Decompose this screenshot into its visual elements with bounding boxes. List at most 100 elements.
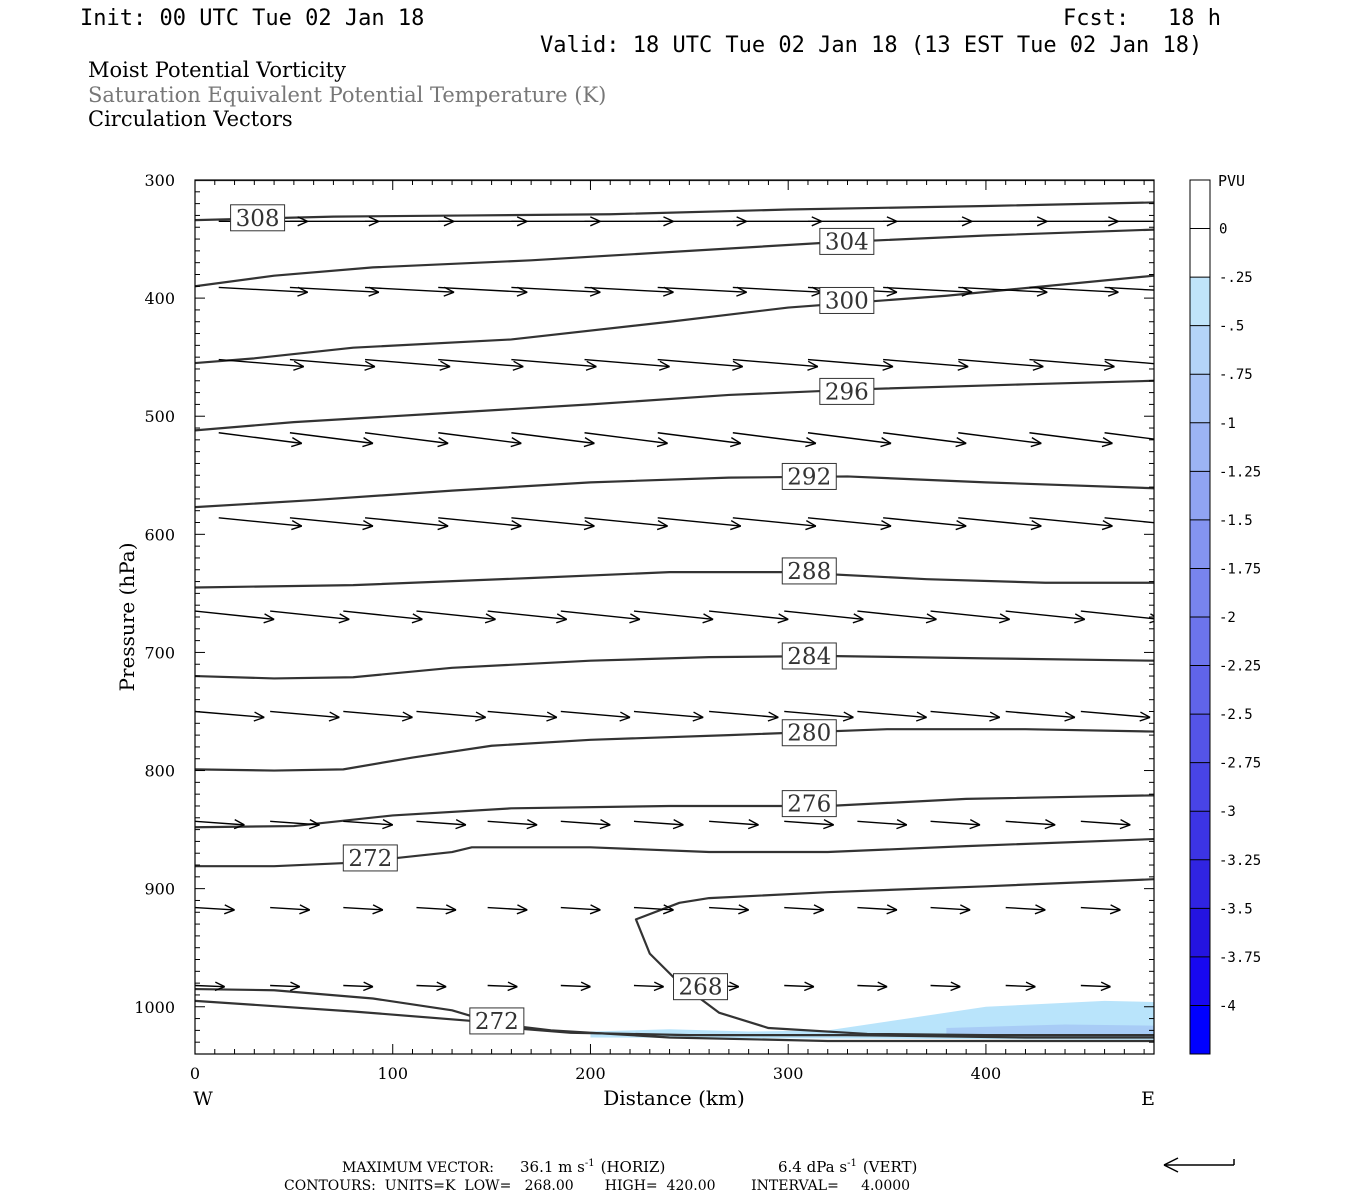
colorbar-swatch <box>1190 325 1210 375</box>
vector-arrow <box>1080 819 1131 830</box>
vector-arrow <box>1080 710 1151 722</box>
vector-arrow <box>1029 358 1115 371</box>
colorbar-label: -1.5 <box>1219 513 1253 529</box>
vector-arrow <box>195 710 265 722</box>
contour-label: 280 <box>781 719 837 747</box>
colorbar-swatch <box>1190 180 1210 230</box>
contour-label: 308 <box>230 204 286 232</box>
max-vector-vert-exponent: -1 <box>847 1158 857 1169</box>
vector-arrow <box>364 517 449 531</box>
title-mpv: Moist Potential Vorticity <box>88 58 346 82</box>
vector-arrow <box>784 819 835 830</box>
vector-arrow <box>560 981 591 992</box>
colorbar-label: -.25 <box>1219 270 1253 286</box>
vector-arrow <box>218 286 309 297</box>
vector-arrow <box>416 819 467 830</box>
vector-arrow <box>1029 517 1113 531</box>
vector-arrow <box>270 981 301 992</box>
vector-arrow <box>289 216 380 227</box>
vector-arrow <box>487 819 538 830</box>
y-tick-label: 300 <box>144 171 175 190</box>
vector-arrow <box>657 216 747 227</box>
contour-276-9 <box>195 794 1154 829</box>
valid-time: Valid: 18 UTC Tue 02 Jan 18 (13 EST Tue … <box>540 33 1202 58</box>
vector-arrow <box>930 610 1011 624</box>
vector-arrow <box>1104 358 1154 365</box>
vector-arrow <box>560 819 611 830</box>
colorbar-swatch <box>1190 908 1210 958</box>
contour-label-text: 308 <box>236 206 280 232</box>
vector-arrow <box>364 432 449 448</box>
vector-arrow <box>289 358 376 371</box>
vector-arrow <box>930 904 971 915</box>
vector-arrow <box>883 432 967 448</box>
contour-label-text: 292 <box>787 464 831 490</box>
colorbar-label: -4 <box>1219 998 1236 1014</box>
vector-arrow <box>807 432 892 448</box>
contour-268-11 <box>634 878 1154 1037</box>
max-vector-label: MAXIMUM VECTOR: <box>342 1160 494 1176</box>
vector-arrow <box>416 981 447 992</box>
contour-label: 292 <box>781 462 837 490</box>
vector-arrow <box>438 517 522 531</box>
vector-arrow <box>784 610 864 624</box>
colorbar-swatch <box>1190 228 1210 278</box>
vector-arrow <box>633 981 664 992</box>
vector-arrow <box>732 216 823 227</box>
vector-arrow <box>1005 610 1086 624</box>
colorbar-label: -2.5 <box>1219 707 1253 723</box>
vector-arrow <box>218 358 305 371</box>
vector-arrow <box>657 517 742 531</box>
contour-label: 288 <box>781 557 837 585</box>
vector-arrow <box>343 610 423 624</box>
vector-arrow <box>195 904 235 915</box>
contour-304-2 <box>195 228 1154 288</box>
contour-label-text: 300 <box>825 288 869 314</box>
max-vector-horiz-unit: (HORIZ) <box>601 1158 666 1176</box>
vector-arrow <box>560 710 631 722</box>
colorbar-swatch <box>1190 617 1210 667</box>
vector-arrow <box>195 610 275 624</box>
vector-arrow <box>709 610 789 624</box>
colorbar-swatch <box>1190 714 1210 764</box>
x-tick-label: 200 <box>575 1064 606 1083</box>
vector-arrow <box>218 432 303 448</box>
colorbar: 0 -.25 -.5 -.75 -1 -1.25 -1.5 -1.75 -2 -2.25 -2.5 -… <box>1189 179 1261 1055</box>
contour-label: 300 <box>819 286 875 314</box>
vector-arrow <box>270 710 340 722</box>
vector-arrow <box>657 432 742 448</box>
vector-arrow <box>657 358 744 371</box>
vector-arrow <box>633 904 674 915</box>
contour-272-10 <box>195 837 1154 868</box>
vector-arrow <box>784 904 825 915</box>
contour-label: 268 <box>673 973 729 1001</box>
vector-arrow <box>1080 610 1154 624</box>
colorbar-swatch <box>1190 665 1210 715</box>
vector-arrow <box>807 216 898 227</box>
vector-arrow <box>1005 819 1056 830</box>
max-vector-horiz: 36.1 m s-1 (HORIZ) <box>520 1158 665 1176</box>
colorbar-swatch <box>1190 762 1210 812</box>
contour-288-6 <box>195 571 1154 589</box>
colorbar-label: -3 <box>1219 804 1236 820</box>
y-tick-label: 900 <box>144 880 175 899</box>
vector-arrow <box>195 981 225 992</box>
vector-arrow <box>438 432 522 448</box>
title-circulation: Circulation Vectors <box>88 107 293 131</box>
vector-arrow <box>857 819 908 830</box>
vector-arrow <box>930 981 961 992</box>
vector-arrow <box>883 517 967 531</box>
vector-arrow <box>1080 904 1121 915</box>
y-tick-label: 400 <box>144 289 175 308</box>
colorbar-label: -2 <box>1219 610 1236 626</box>
colorbar-label: -2.75 <box>1219 756 1261 772</box>
colorbar-label: -3.75 <box>1219 950 1261 966</box>
vector-arrow <box>1029 216 1119 227</box>
forecast-label: Fcst: <box>1063 6 1129 31</box>
contour-label-text: 276 <box>787 792 831 818</box>
x-axis-east-label: E <box>1141 1088 1155 1110</box>
contour-296-4 <box>195 379 1154 432</box>
vector-arrow <box>857 981 888 992</box>
vector-arrow <box>958 517 1042 531</box>
vector-arrow <box>584 358 670 371</box>
